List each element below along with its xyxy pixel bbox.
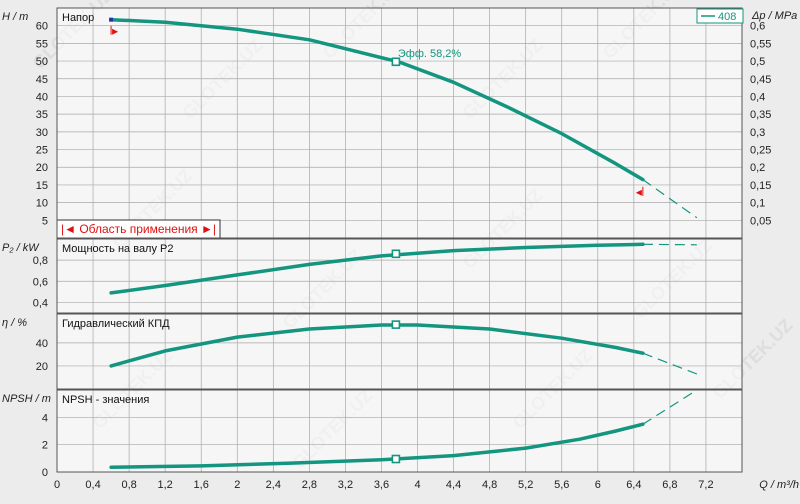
x-tick-label: 5,6: [554, 479, 569, 491]
right-tick-label: 0,05: [750, 215, 771, 227]
curve-extrapolation-power: [642, 243, 697, 246]
panel-border: [56, 7, 743, 239]
panel-title: NPSH - значения: [62, 394, 149, 406]
operating-point-marker: [391, 57, 401, 67]
curve-line-power: [109, 242, 645, 295]
y-axis-label: P₂ / kW: [2, 242, 40, 254]
y-tick-label: 0,6: [33, 276, 48, 288]
panel-head: 5 10 15 20 25 30 35 40 45 50 55 60 0,05 0,1 0,15 0,2 0,2…: [2, 7, 797, 239]
right-tick-label: 0,4: [750, 91, 765, 103]
operating-point-marker: [391, 249, 401, 259]
legend-box: [696, 8, 744, 24]
curve-line-npsh: [109, 422, 645, 469]
x-tick-label: 7,2: [698, 479, 713, 491]
x-tick-label: 5,2: [518, 479, 533, 491]
y-tick-label: 25: [36, 145, 48, 157]
right-tick-label: 0,5: [750, 56, 765, 68]
x-tick-label: 3,2: [338, 479, 353, 491]
panel-efficiency: 20 40 η / % Гидравлический КПД: [2, 313, 743, 390]
x-tick-label: 2,4: [266, 479, 281, 491]
x-tick-label: 3,6: [374, 479, 389, 491]
right-tick-label: 0,45: [750, 74, 771, 86]
right-tick-label: 0,3: [750, 127, 765, 139]
y-axis-label: H / m: [2, 11, 28, 23]
y-tick-label: 45: [36, 74, 48, 86]
panel-power: 0,4 0,6 0,8P₂ / kW Мощность на валу P2: [2, 238, 743, 314]
y-tick-label: 0: [42, 467, 48, 479]
curve-start-marker: [109, 17, 114, 22]
y-tick-label: 60: [36, 21, 48, 33]
right-tick-label: 0,1: [750, 198, 765, 210]
panel-title: Мощность на валу P2: [62, 243, 174, 255]
application-range-label: |◄ Область применения ►|: [61, 222, 216, 236]
y-tick-label: 35: [36, 109, 48, 121]
panel-title: Напор: [62, 12, 94, 24]
range-marker-arrow: [112, 28, 119, 35]
panel-title: Гидравлический КПД: [62, 318, 170, 330]
plot-area: [57, 8, 742, 238]
x-axis-label: Q / m³/h: [759, 479, 799, 491]
y-tick-label: 40: [36, 91, 48, 103]
y-tick-label: 20: [36, 361, 48, 373]
y-tick-label: 2: [42, 440, 48, 452]
x-tick-label: 1,6: [194, 479, 209, 491]
range-marker-arrow: [635, 189, 642, 196]
x-tick-label: 0,8: [121, 479, 136, 491]
x-tick-label: 0: [54, 479, 60, 491]
x-tick-label: 4: [414, 479, 420, 491]
right-axis-label: Δp / MPa: [751, 10, 797, 22]
panel-border: [56, 313, 743, 390]
y-tick-label: 30: [36, 127, 48, 139]
y-tick-label: 20: [36, 162, 48, 174]
x-tick-label: 6: [595, 479, 601, 491]
panel-npsh: 0 2 4 NPSH / m NPSH - значения: [2, 389, 743, 479]
y-tick-label: 15: [36, 180, 48, 192]
right-tick-label: 0,25: [750, 145, 771, 157]
efficiency-annotation: Эфф. 58,2%: [398, 48, 462, 60]
x-tick-label: 0,4: [85, 479, 100, 491]
y-tick-label: 50: [36, 56, 48, 68]
panel-border: [56, 238, 743, 314]
x-tick-label: 4,8: [482, 479, 497, 491]
right-tick-label: 0,55: [750, 38, 771, 50]
x-tick-label: 1,2: [158, 479, 173, 491]
y-tick-label: 55: [36, 38, 48, 50]
legend-label: 408: [718, 11, 736, 23]
curve-extrapolation-head: [642, 179, 698, 219]
right-tick-label: 0,15: [750, 180, 771, 192]
x-tick-label: 2: [234, 479, 240, 491]
y-tick-label: 10: [36, 198, 48, 210]
right-tick-label: 0,35: [750, 109, 771, 121]
x-tick-label: 6,8: [662, 479, 677, 491]
x-tick-label: 2,8: [302, 479, 317, 491]
panel-border: [56, 389, 743, 473]
curve-extrapolation-efficiency: [642, 352, 698, 375]
y-axis-label: NPSH / m: [2, 393, 51, 405]
operating-point-marker: [391, 320, 401, 329]
x-tick-label: 6,4: [626, 479, 641, 491]
y-tick-label: 0,8: [33, 255, 48, 267]
y-tick-label: 5: [42, 215, 48, 227]
x-tick-label: 4,4: [446, 479, 461, 491]
y-tick-label: 40: [36, 338, 48, 350]
operating-point-marker: [391, 454, 401, 464]
curve-extrapolation-npsh: [642, 389, 698, 425]
right-tick-label: 0,2: [750, 162, 765, 174]
y-tick-label: 0,4: [33, 297, 48, 309]
right-tick-label: 0,6: [750, 21, 765, 33]
y-tick-label: 4: [42, 412, 48, 424]
y-axis-label: η / %: [2, 317, 27, 329]
